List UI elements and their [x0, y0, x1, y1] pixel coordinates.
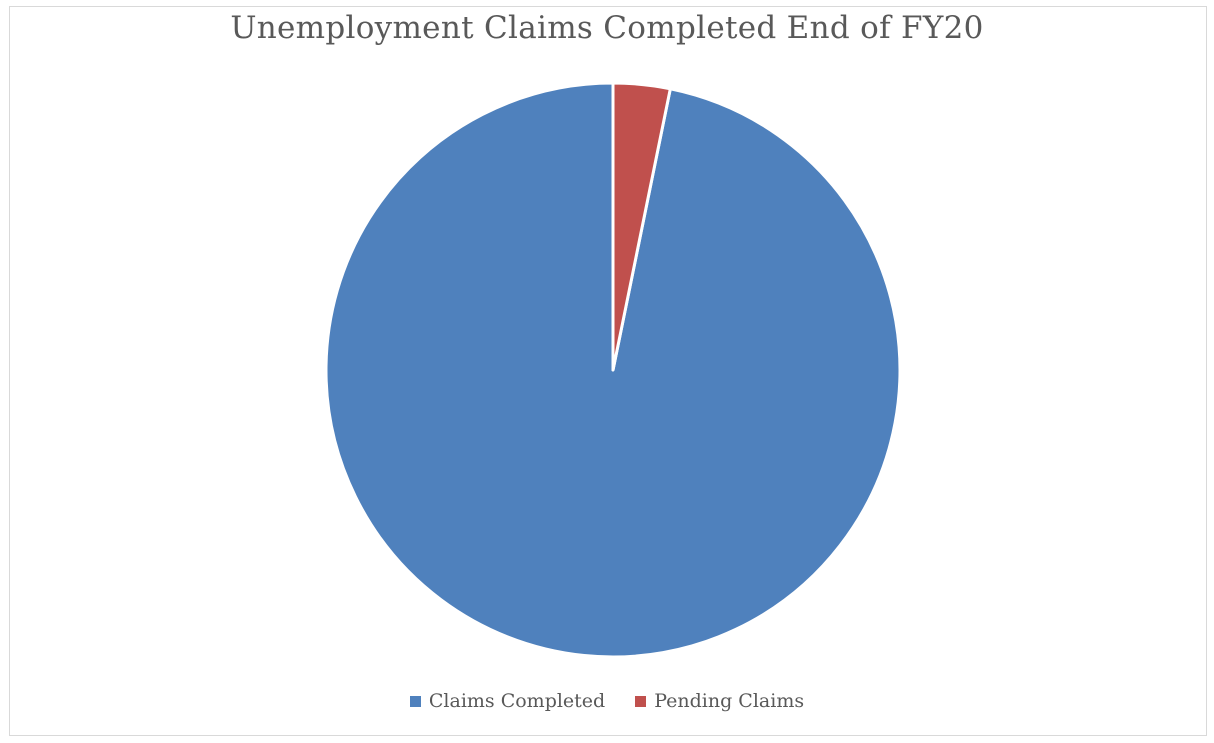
pie-slice-pending-claims	[611, 81, 672, 372]
chart-title: Unemployment Claims Completed End of FY2…	[230, 10, 984, 46]
legend-swatch-claims-completed	[409, 695, 421, 707]
legend-item-pending-claims: Pending Claims	[635, 690, 804, 712]
legend: Claims Completed Pending Claims	[0, 690, 1214, 712]
legend-item-claims-completed: Claims Completed	[409, 690, 606, 712]
legend-label-claims-completed: Claims Completed	[428, 690, 606, 712]
legend-swatch-pending-claims	[635, 695, 647, 707]
legend-label-pending-claims: Pending Claims	[654, 690, 805, 712]
